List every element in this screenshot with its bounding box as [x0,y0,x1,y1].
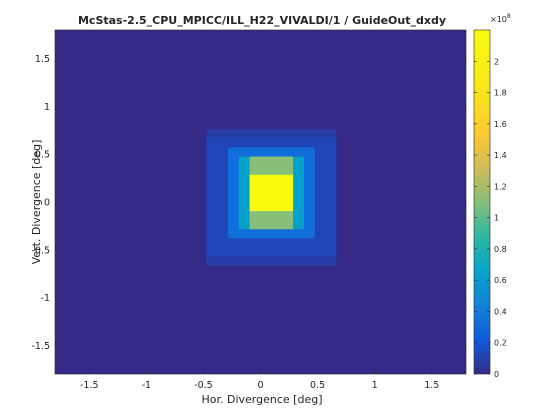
y-axis-label: Vert. Divergence [deg] [30,140,43,265]
colorbar-tick-label: 1.2 [494,182,507,191]
colorbar-tick-label: 0.2 [494,339,507,348]
colorbar-tick-label: 0.8 [494,245,507,254]
y-tick-label: 1.5 [35,54,50,65]
colorbar-tick-label: 1.4 [494,151,507,160]
y-axis-ticks: 1.5 1 0.5 0 -0.5 -1 -1.5 [31,54,466,352]
colorbar-tick-label: 0.4 [494,307,507,316]
colorbar-tick-label: 0 [494,370,499,379]
y-tick-label: -1 [41,293,50,304]
x-tick-label: 1 [372,380,378,391]
x-tick-label: 0 [257,380,263,391]
x-tick-label: -0.5 [194,380,213,391]
x-tick-label: -1 [142,380,151,391]
heatmap-cell-5 [249,174,294,212]
colorbar: 0 0.2 0.4 0.6 0.8 1 1.2 1.4 1.6 1.8 2 ×108 [473,13,511,379]
colorbar-tick-label: 0.6 [494,276,507,285]
colorbar-tick-label: 1.8 [494,89,507,98]
y-tick-label: -0.5 [31,245,50,256]
colorbar-ticks: 0 0.2 0.4 0.6 0.8 1 1.2 1.4 1.6 1.8 2 [474,57,507,379]
colorbar-tick-label: 1.6 [494,120,507,129]
heatmap-cells [206,129,337,266]
y-tick-label: 0 [44,198,50,209]
colorbar-exponent-power: 8 [507,13,511,20]
colorbar-gradient [473,29,491,375]
plot-area: -1.5 -1 -0.5 0 0.5 1 1.5 1.5 1 0.5 0 -0.5 -1 -1.5 [31,29,467,391]
colorbar-tick-label: 2 [494,57,499,66]
chart-title: McStas-2.5_CPU_MPICC/ILL_H22_VIVALDI/1 /… [78,14,446,27]
y-tick-label: 0.5 [35,150,50,161]
y-tick-label: 1 [44,102,50,113]
y-tick-label: -1.5 [31,341,50,352]
colorbar-exponent-base: ×10 [490,15,507,24]
colorbar-exponent: ×108 [490,13,511,24]
colorbar-tick-label: 1 [494,214,499,223]
x-axis-label: Hor. Divergence [deg] [202,393,323,406]
x-axis-ticks: -1.5 -1 -0.5 0 0.5 1 1.5 [80,30,439,391]
x-tick-label: 1.5 [424,380,439,391]
x-tick-label: 0.5 [310,380,325,391]
x-tick-label: -1.5 [80,380,99,391]
